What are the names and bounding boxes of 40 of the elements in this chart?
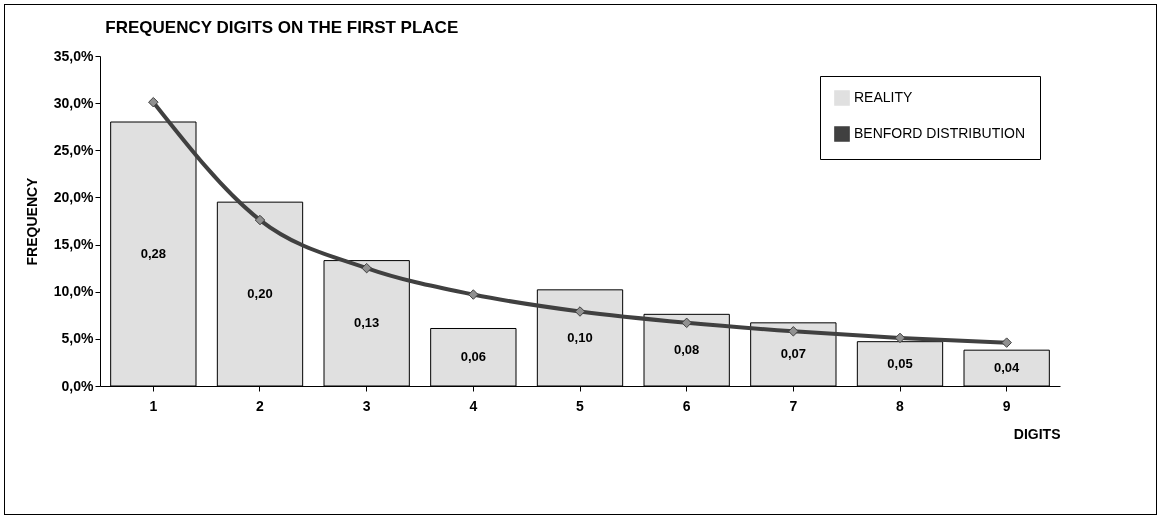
- data-label: 0,20: [247, 286, 273, 302]
- y-tick-label: 0,0%: [61, 377, 95, 394]
- data-label: 0,06: [460, 349, 486, 365]
- point: [148, 96, 159, 108]
- chart-title: FREQUENCY DIGITS ON THE FIRST PLACE: [105, 18, 459, 37]
- point: [1001, 337, 1012, 348]
- legend-label: REALITY: [854, 89, 914, 105]
- x-tick-label: 9: [1002, 397, 1011, 414]
- point: [894, 332, 906, 344]
- x-tick-label: 2: [256, 397, 265, 414]
- data-label: 0,08: [674, 342, 700, 358]
- y-tick-label: 15,0%: [53, 236, 95, 253]
- point: [468, 289, 479, 300]
- point: [254, 214, 266, 226]
- legend-label: BENFORD DISTRIBUTION: [854, 125, 1026, 141]
- point: [361, 262, 372, 274]
- data-label: 0,05: [887, 355, 913, 371]
- y-tick-label: 5,0%: [61, 330, 95, 347]
- y-tick-label: 25,0%: [53, 141, 95, 158]
- x-tick-label: 1: [149, 397, 158, 414]
- point: [788, 326, 799, 337]
- y-tick-label: 10,0%: [53, 283, 95, 300]
- data-label: 0,13: [354, 315, 380, 331]
- y-axis-title: FREQUENCY: [23, 176, 40, 266]
- x-tick-label: 7: [789, 397, 798, 414]
- y-tick-label: 35,0%: [53, 47, 95, 64]
- point: [574, 306, 586, 317]
- data-label: 0,07: [780, 346, 806, 362]
- data-label: 0,10: [567, 329, 593, 345]
- x-tick-label: 8: [896, 397, 905, 414]
- data-label: 0,04: [994, 360, 1021, 376]
- data-label: 0,28: [140, 246, 166, 261]
- point: [681, 317, 692, 329]
- x-tick-label: 6: [682, 397, 691, 414]
- y-tick-label: 30,0%: [53, 94, 95, 111]
- y-tick-label: 20,0%: [53, 188, 95, 205]
- x-tick-label: 3: [362, 397, 371, 414]
- x-axis-title: DIGITS: [1013, 425, 1061, 442]
- x-tick-label: 5: [576, 397, 585, 414]
- x-tick-label: 4: [469, 397, 478, 414]
